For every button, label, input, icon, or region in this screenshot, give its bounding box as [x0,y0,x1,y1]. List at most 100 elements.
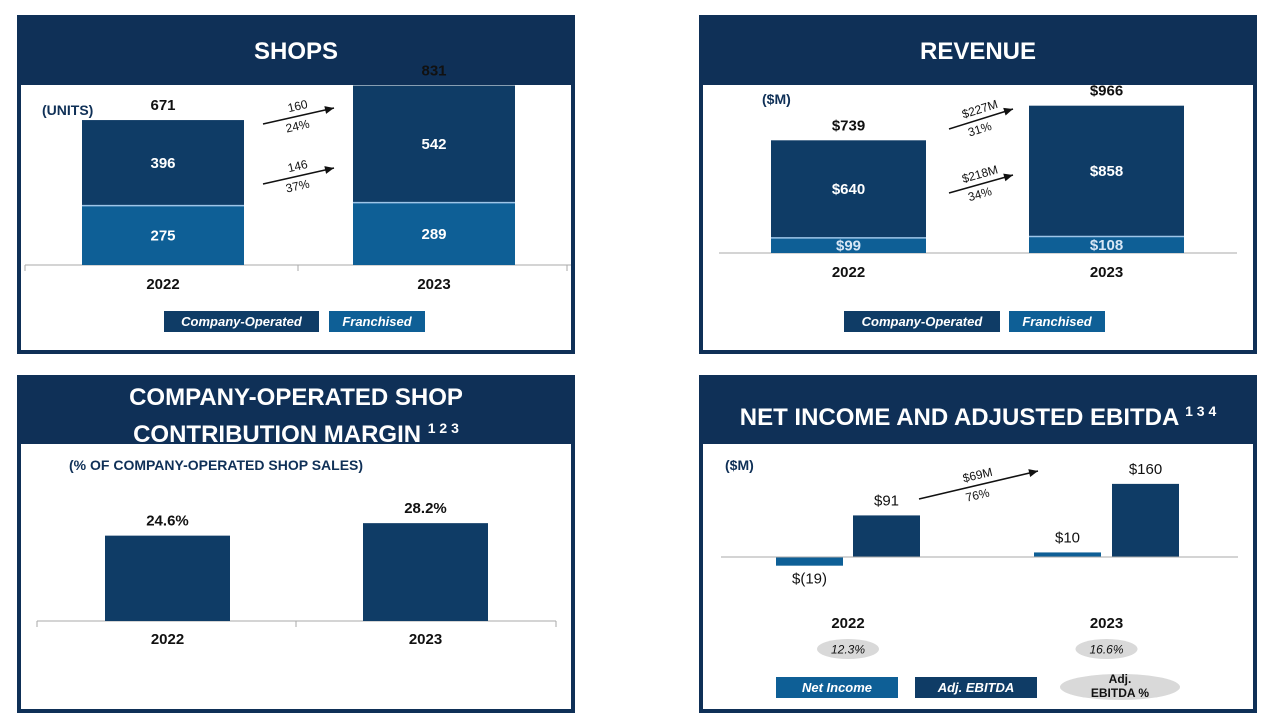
shops-company-bar [353,85,515,203]
revenue-company-bar [771,140,926,238]
revenue-franchised-label: $108 [1090,237,1123,254]
revenue-category-label: 2023 [1090,264,1123,281]
revenue-franchised-bar [1029,236,1184,253]
revenue-growth-total-arrow-line [948,108,1014,130]
shops-legend-franchised-label: Franchised [342,314,412,329]
net-income-bar [1034,552,1101,557]
revenue-legend-franchised-swatch [1009,311,1105,332]
net-growth-value: $69M [961,465,993,486]
shops-total-label: 831 [421,63,446,80]
revenue-growth-company-pct: 34% [966,184,993,204]
net-unit-label: ($M) [725,457,754,473]
net-header: NET INCOME AND ADJUSTED EBITDA 1 3 4 [703,379,1253,444]
shops-company-bar [82,120,244,206]
ebitda-pct-pill [1075,639,1138,659]
shops-franchised-label: 289 [421,226,446,243]
adj-ebitda-bar [1112,483,1179,557]
shops-growth-company-arrow-line [262,167,335,185]
margin-bar [363,523,488,621]
shops-franchised-label: 275 [150,227,175,244]
shops-growth-total-pct: 24% [284,117,311,136]
revenue-legend-company-swatch [844,311,1000,332]
revenue-growth-company-value: $218M [960,162,999,185]
ebitda-pct-pill [817,639,879,659]
shops-header: SHOPS [21,19,571,85]
revenue-total-label: $966 [1090,83,1123,100]
net-income-label: $(19) [792,571,827,588]
margin-title-line2-wrap: CONTRIBUTION MARGIN 1 2 3 [21,413,571,450]
net-legend-ebitda-label: Adj. EBITDA [937,680,1015,695]
shops-legend-franchised-swatch [329,311,425,332]
revenue-header: REVENUE [703,19,1253,85]
adj-ebitda-label: $160 [1129,461,1162,478]
net-panel: NET INCOME AND ADJUSTED EBITDA 1 3 4 ($M… [699,375,1257,713]
shops-franchised-bar [82,205,244,265]
revenue-growth-total-pct: 31% [966,119,993,140]
net-growth-pct: 76% [964,485,991,504]
net-growth-arrowhead [1028,469,1038,477]
margin-header: COMPANY-OPERATED SHOP CONTRIBUTION MARGI… [21,379,571,448]
shops-growth-total-arrow-line [262,107,335,125]
margin-category-label: 2022 [151,631,184,648]
revenue-unit-label: ($M) [762,91,791,107]
revenue-panel: REVENUE ($M) $99 $640 $739 2022 $108 $858 $966 2… [699,15,1257,354]
shops-franchised-bar [353,202,515,265]
revenue-company-label: $858 [1090,163,1123,180]
net-category-label: 2023 [1090,615,1123,632]
shops-growth-company-arrowhead [324,166,334,174]
net-income-bar [776,557,843,566]
margin-title-line1: COMPANY-OPERATED SHOP [129,384,463,411]
revenue-title: REVENUE [919,38,1037,65]
margin-value-label: 24.6% [146,513,189,530]
net-category-label: 2022 [831,615,864,632]
shops-total-label: 671 [150,97,175,114]
margin-title-line2: CONTRIBUTION MARGIN [133,421,422,448]
shops-growth-total-arrowhead [324,106,334,114]
margin-category-label: 2023 [409,631,442,648]
shops-company-label: 542 [421,136,446,153]
margin-panel: COMPANY-OPERATED SHOP CONTRIBUTION MARGI… [17,375,575,713]
shops-title: SHOPS [253,38,339,65]
net-legend-netincome-swatch [776,677,898,698]
margin-value-label: 28.2% [404,500,447,517]
margin-bar [105,535,230,621]
ebitda-pct-label: 12.3% [831,643,865,657]
revenue-growth-company-arrow-line [948,174,1014,194]
revenue-company-label: $640 [832,181,865,198]
margin-unit-label: (% OF COMPANY-OPERATED SHOP SALES) [69,457,363,473]
net-income-label: $10 [1055,529,1080,546]
net-legend-ebitda-swatch [915,677,1037,698]
revenue-total-label: $739 [832,117,865,134]
net-legend-pct-label-line1: Adj. [1109,672,1132,686]
shops-category-label: 2023 [417,276,450,293]
revenue-company-bar [1029,105,1184,237]
revenue-growth-total-arrowhead [1003,107,1013,116]
revenue-franchised-bar [771,237,926,253]
shops-growth-company-pct: 37% [284,177,311,196]
net-legend-netincome-label: Net Income [802,680,872,695]
net-legend-pct-label-line2: EBITDA % [1091,686,1150,700]
revenue-chart: ($M) $99 $640 $739 2022 $108 $858 $966 2023 $227M… [719,83,1237,332]
ebitda-pct-label: 16.6% [1089,643,1123,657]
revenue-franchised-label: $99 [836,237,861,254]
revenue-growth-total-value: $227M [960,97,999,121]
adj-ebitda-label: $91 [874,492,899,509]
revenue-legend-company-label: Company-Operated [862,314,984,329]
margin-title-footnote: 1 2 3 [427,420,459,436]
shops-legend-company-swatch [164,311,319,332]
adj-ebitda-bar [853,515,920,557]
shops-chart: (UNITS) 275 396 671 2022 289 542 831 2023 160 24% 1… [24,63,571,332]
net-growth-arrow-line [918,470,1039,500]
net-title: NET INCOME AND ADJUSTED EBITDA [739,404,1179,431]
shops-growth-total-value: 160 [286,97,309,115]
shops-legend-company-label: Company-Operated [181,314,303,329]
revenue-category-label: 2022 [832,264,865,281]
net-chart: ($M) $(19) $91 2022 12.3% $10 $160 2023 16.6% $69… [721,457,1238,700]
shops-growth-company-value: 146 [286,157,309,175]
revenue-legend-franchised-label: Franchised [1022,314,1092,329]
net-title-footnote: 1 3 4 [1185,403,1217,419]
shops-panel: SHOPS (UNITS) 275 396 671 2022 289 542 831 2023 1… [17,15,575,354]
net-legend-pct-swatch [1060,674,1180,700]
shops-company-label: 396 [150,155,175,172]
margin-chart: (% OF COMPANY-OPERATED SHOP SALES) 24.6% 2… [36,457,557,648]
